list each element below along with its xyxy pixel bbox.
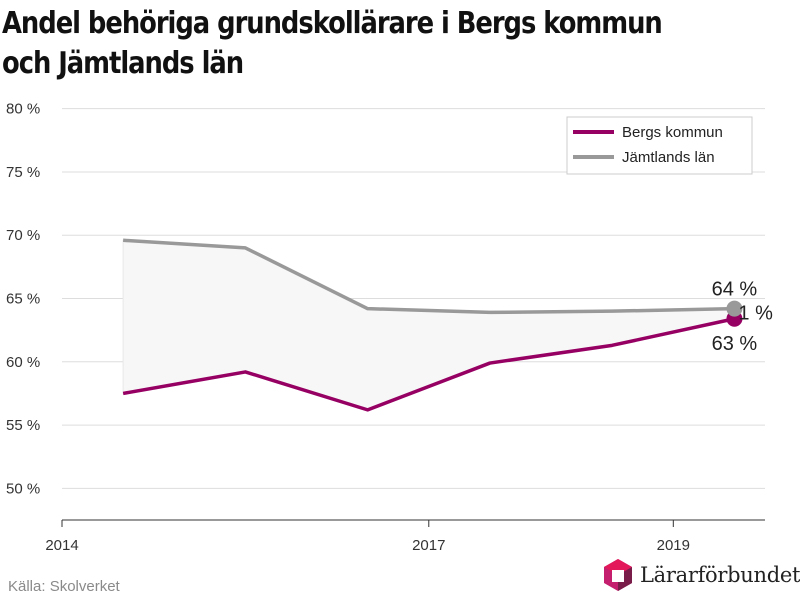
y-tick-label: 70 % [6,227,40,244]
y-tick-label: 55 % [6,417,40,434]
y-tick-label: 80 % [6,101,40,118]
x-axis: 2014 2017 2019 [45,519,765,554]
end-labels: 64 % 63 % 1 % [712,279,773,355]
legend-label-bergs: Bergs kommun [622,124,723,141]
legend-label-jamtland: Jämtlands län [622,149,715,166]
series-lines [122,238,735,412]
chart-title: Andel behöriga grundskollärare i Bergs k… [2,6,663,81]
legend: Bergs kommun Jämtlands län [566,116,753,175]
y-axis: 50 % 55 % 60 % 65 % 70 % 75 % 80 % [6,101,40,498]
x-tick-label: 2019 [657,537,690,554]
brand-name: Lärarförbundet [640,563,800,587]
y-tick-label: 65 % [6,291,40,308]
shaded-band [122,239,735,411]
y-tick-label: 60 % [6,354,40,371]
end-label-overlap: 1 % [738,303,773,325]
series-line-bergs [122,317,735,412]
brand-logo-icon [604,559,632,591]
end-label-jamtland: 64 % [712,279,758,301]
series-line-jamtland [123,238,735,315]
y-tick-label: 50 % [6,480,40,497]
brand-logo: Lärarförbundet [602,557,800,593]
x-tick-label: 2017 [412,537,445,554]
source-note: Källa: Skolverket [8,578,120,595]
end-marker-jamtland [726,300,743,317]
end-markers [726,300,743,327]
end-label-bergs: 63 % [712,333,758,355]
x-tick-label: 2014 [45,537,78,554]
y-tick-label: 75 % [6,164,40,181]
